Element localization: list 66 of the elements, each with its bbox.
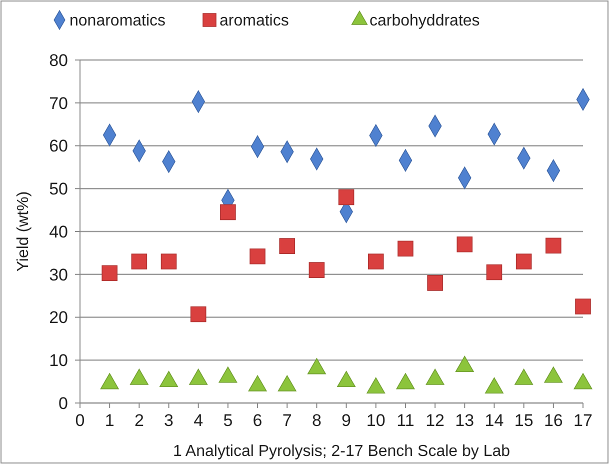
y-tick-label: 70 xyxy=(49,94,68,113)
point xyxy=(485,377,504,394)
point xyxy=(189,368,208,385)
point xyxy=(160,254,177,270)
point xyxy=(338,189,354,206)
point xyxy=(456,236,473,252)
y-tick-label: 20 xyxy=(49,308,68,328)
point xyxy=(220,204,236,220)
point xyxy=(250,248,266,264)
x-axis-title: 1 Analytical Pyrolysis; 2-17 Bench Scale by Lab xyxy=(172,443,510,460)
point xyxy=(514,368,534,385)
x-tick-label: 13 xyxy=(455,411,474,430)
point xyxy=(160,370,178,388)
point xyxy=(131,254,148,270)
x-tick-label: 14 xyxy=(484,411,504,430)
point xyxy=(368,254,384,270)
x-tick-label: 0 xyxy=(75,411,85,430)
point xyxy=(307,358,326,374)
point xyxy=(426,368,444,385)
y-tick-label: 0 xyxy=(58,394,68,413)
point xyxy=(396,373,415,390)
x-tick-label: 8 xyxy=(312,411,322,430)
point xyxy=(366,377,386,394)
y-tick-label: 50 xyxy=(49,180,68,199)
x-tick-label: 7 xyxy=(282,411,292,430)
point xyxy=(427,275,443,291)
point xyxy=(308,262,325,278)
point xyxy=(337,370,356,388)
point xyxy=(100,373,119,390)
point xyxy=(130,368,148,385)
x-tick-label: 5 xyxy=(223,411,233,430)
y-tick-label: 40 xyxy=(49,222,68,242)
point xyxy=(516,254,532,270)
point xyxy=(575,298,591,314)
point xyxy=(218,366,238,383)
x-tick-label: 16 xyxy=(544,411,563,430)
x-tick-label: 10 xyxy=(366,411,386,430)
x-tick-label: 2 xyxy=(134,411,144,430)
point xyxy=(398,240,414,257)
y-tick-label: 10 xyxy=(49,351,68,370)
x-tick-label: 17 xyxy=(574,411,592,430)
legend-label: carbohyddrates xyxy=(370,12,480,30)
x-tick-label: 4 xyxy=(194,411,204,430)
point xyxy=(455,356,474,372)
point xyxy=(486,264,502,280)
legend-label: aromatics xyxy=(220,12,289,30)
point xyxy=(278,375,296,392)
point xyxy=(544,366,563,383)
x-tick-label: 1 xyxy=(104,411,114,430)
x-tick-label: 15 xyxy=(514,411,534,430)
x-tick-label: 12 xyxy=(426,411,445,430)
x-tick-label: 11 xyxy=(396,411,414,430)
x-tick-label: 9 xyxy=(342,411,352,430)
y-axis-title: Yield (wt%) xyxy=(15,191,32,272)
point xyxy=(546,238,562,254)
point xyxy=(102,265,118,281)
point xyxy=(574,373,592,390)
y-tick-label: 30 xyxy=(49,265,68,284)
legend-label: nonaromatics xyxy=(70,12,166,30)
point xyxy=(279,238,296,254)
x-tick-label: 6 xyxy=(252,411,262,430)
y-tick-label: 60 xyxy=(49,136,68,156)
y-tick-label: 80 xyxy=(49,50,68,70)
point xyxy=(248,375,267,392)
x-tick-label: 3 xyxy=(164,411,174,430)
point xyxy=(190,306,206,322)
